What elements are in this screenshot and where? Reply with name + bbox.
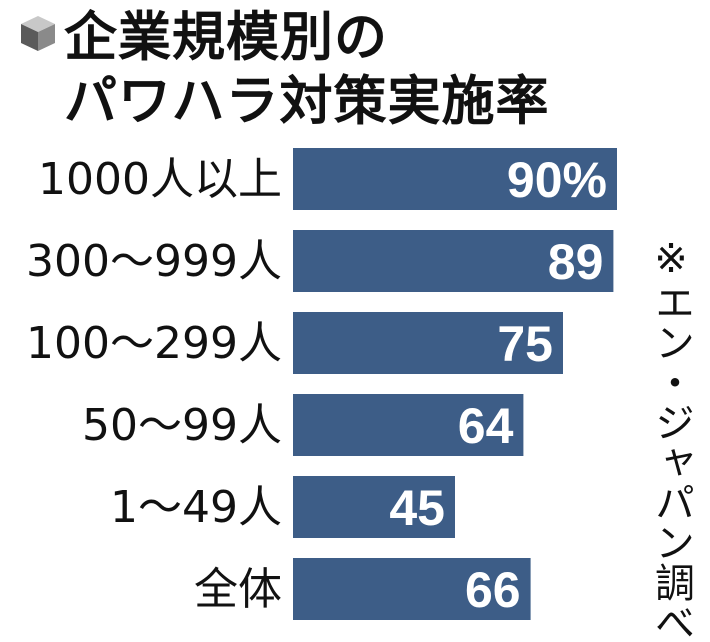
bar (293, 148, 617, 210)
source-note: ※エン・ジャパン調べ (648, 236, 694, 642)
chart-title-line-1: 企業規模別の (18, 6, 549, 70)
category-label: 1〜49人 (110, 482, 282, 533)
bar (293, 476, 455, 538)
bar-value-label: 89 (548, 234, 604, 290)
bar-value-label: 75 (497, 316, 553, 372)
bar-value-label: 66 (465, 562, 521, 618)
chart-title: 企業規模別の パワハラ対策実施率 (18, 6, 549, 134)
category-label: 全体 (194, 564, 282, 615)
category-label: 100〜299人 (26, 318, 282, 369)
bar-value-label: 45 (389, 480, 445, 536)
bar (293, 312, 563, 374)
category-label: 1000人以上 (38, 154, 282, 205)
bar (293, 394, 524, 456)
bar-value-label: 90% (507, 152, 607, 208)
bar-chart: 1000人以上 90% 300〜999人 89 100〜299人 75 50〜99人 64 1〜… (26, 148, 617, 620)
chart-title-text-1: 企業規模別の (64, 7, 388, 68)
bar (293, 558, 531, 620)
category-label: 50〜99人 (82, 400, 282, 451)
cube-icon (18, 4, 58, 68)
bar-value-label: 64 (458, 398, 514, 454)
chart-title-line-2: パワハラ対策実施率 (64, 71, 550, 132)
category-label: 300〜999人 (26, 236, 282, 287)
bar (293, 230, 614, 292)
